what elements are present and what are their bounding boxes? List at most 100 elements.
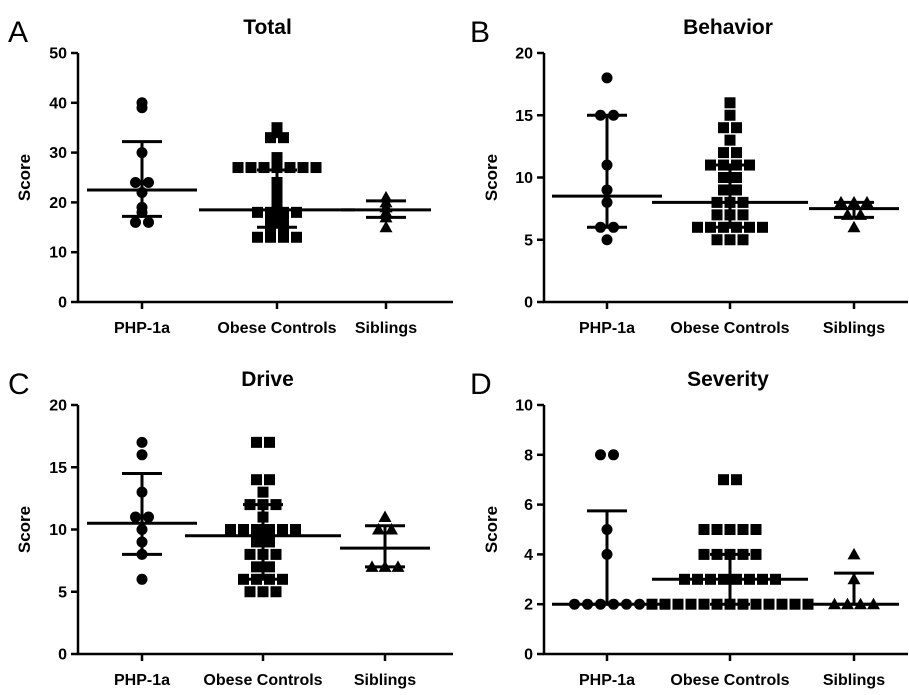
y-tick-label: 20 — [49, 398, 67, 415]
data-point — [646, 598, 658, 610]
panel-letter: B — [470, 16, 490, 49]
data-point — [698, 524, 710, 535]
data-point — [385, 523, 398, 535]
x-tick-label: Siblings — [355, 320, 417, 337]
y-axis-label: Score — [482, 154, 501, 201]
series-siblings — [809, 195, 899, 233]
data-point — [143, 511, 154, 523]
data-point — [595, 109, 606, 121]
data-point — [724, 209, 736, 221]
series-obese-controls — [185, 436, 341, 598]
data-point — [724, 548, 736, 560]
data-point — [257, 511, 269, 523]
y-tick-label: 0 — [58, 295, 67, 312]
x-tick-label: PHP-1a — [579, 320, 635, 337]
data-point — [718, 221, 729, 233]
data-point — [841, 208, 854, 220]
data-point — [271, 122, 283, 134]
data-point — [257, 586, 269, 598]
data-point — [270, 586, 282, 598]
panel-title: Total — [243, 16, 292, 39]
data-point — [595, 449, 606, 461]
data-point — [257, 548, 269, 560]
data-point — [737, 209, 749, 221]
series-siblings — [341, 190, 431, 233]
x-tick-label: Siblings — [354, 672, 416, 689]
y-axis-label: Score — [15, 154, 34, 201]
data-point — [136, 436, 148, 448]
data-point — [608, 109, 619, 121]
data-point — [847, 547, 861, 560]
x-tick-label: Obese Controls — [203, 672, 322, 689]
series-obese-controls — [646, 474, 814, 610]
data-point — [860, 195, 874, 208]
data-point — [264, 474, 275, 486]
data-point — [847, 220, 861, 233]
x-tick-label: Obese Controls — [670, 672, 789, 689]
data-point — [379, 220, 393, 233]
data-point — [731, 172, 742, 183]
panel-title: Severity — [687, 368, 769, 391]
data-point — [718, 147, 729, 159]
data-point — [724, 134, 736, 146]
y-tick-label: 10 — [515, 170, 533, 187]
data-point — [270, 499, 282, 511]
series-obese-controls — [199, 122, 355, 243]
y-tick-label: 20 — [49, 195, 67, 212]
data-point — [731, 122, 742, 134]
data-point — [731, 147, 742, 159]
data-point — [277, 524, 288, 535]
data-point — [136, 97, 148, 109]
data-point — [750, 548, 762, 560]
data-point — [251, 573, 262, 585]
data-point — [750, 598, 762, 610]
data-point — [672, 598, 684, 610]
y-tick-label: 30 — [49, 145, 67, 162]
data-point — [731, 159, 742, 171]
panel-b: B Behavior Score 0 5 10 15 20 PHP-1a Obese Contro… — [470, 16, 908, 337]
data-point — [718, 184, 729, 196]
data-point — [136, 147, 148, 159]
data-point — [737, 598, 749, 610]
data-point — [737, 548, 749, 560]
data-point — [264, 573, 275, 585]
data-point — [711, 598, 723, 610]
data-point — [711, 524, 723, 535]
x-tick-label: Obese Controls — [670, 320, 789, 337]
data-point — [245, 162, 257, 174]
data-point — [244, 548, 256, 560]
data-point — [789, 598, 801, 610]
data-point — [724, 234, 736, 246]
data-point — [291, 206, 302, 218]
y-tick-label: 5 — [58, 584, 67, 601]
y-tick-label: 0 — [524, 295, 533, 312]
x-tick-label: PHP-1a — [114, 320, 170, 337]
panel-a: A Total Score 0 10 20 30 40 50 PHP-1a Obese Contro… — [8, 16, 453, 337]
data-point — [136, 548, 148, 560]
data-point — [136, 536, 148, 548]
data-point — [264, 524, 275, 535]
panel-letter: C — [8, 368, 30, 401]
data-point — [225, 524, 236, 535]
y-axis-label: Score — [15, 506, 34, 553]
series-siblings — [809, 547, 899, 610]
data-point — [252, 231, 263, 243]
data-point — [847, 195, 861, 208]
data-point — [757, 221, 768, 233]
data-point — [252, 206, 263, 218]
data-point — [776, 598, 788, 610]
data-point — [705, 159, 716, 171]
data-point — [372, 523, 385, 535]
y-tick-label: 6 — [524, 497, 533, 514]
data-point — [271, 176, 283, 188]
data-point — [698, 548, 710, 560]
y-tick-label: 20 — [515, 46, 533, 63]
data-point — [290, 524, 301, 535]
data-point — [724, 598, 736, 610]
panel-d: D Severity Score 0 2 4 6 8 10 PHP-1a Obese Control… — [470, 368, 908, 689]
data-point — [257, 486, 269, 498]
y-tick-label: 4 — [524, 547, 533, 564]
data-point — [257, 499, 269, 511]
